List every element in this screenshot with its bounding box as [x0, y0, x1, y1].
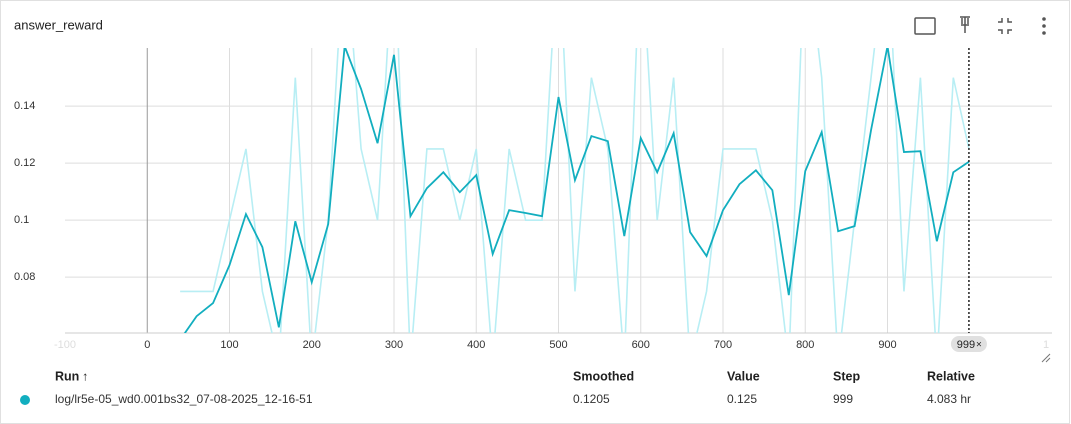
x-tick-label: 100 — [220, 339, 238, 351]
sort-arrow: ↑ — [82, 369, 88, 383]
relative: 4.083 hr — [927, 392, 971, 406]
x-tick-label: 500 — [549, 339, 567, 351]
header-run[interactable]: Run — [55, 369, 79, 383]
smoothed: 0.1205 — [573, 392, 610, 406]
collapse-icon[interactable] — [998, 18, 1012, 34]
x-tick-label: 200 — [303, 339, 321, 351]
toolbar[interactable] — [914, 16, 1012, 35]
x-tick-label: -100 — [54, 339, 76, 351]
y-tick-label: 0.14 — [14, 100, 35, 112]
header-relative[interactable]: Relative — [927, 369, 975, 383]
x-tick-label: 400 — [467, 339, 485, 351]
x-tick-label: 800 — [796, 339, 814, 351]
pin-icon[interactable] — [960, 16, 970, 33]
fit-icon[interactable] — [914, 17, 936, 35]
x-tick-label: 900 — [878, 339, 896, 351]
series-line — [183, 48, 970, 333]
run-name: log/lr5e-05_wd0.001bs32_07-08-2025_12-16… — [55, 392, 313, 406]
menu-icon[interactable] — [1042, 17, 1046, 35]
x-tick-label: 700 — [714, 339, 732, 351]
step: 999 — [833, 392, 853, 406]
header-smoothed[interactable]: Smoothed — [573, 369, 634, 383]
x-tick-label: 300 — [385, 339, 403, 351]
hover-chip — [950, 336, 987, 352]
series-line — [180, 48, 970, 333]
x-tick-label: 1 — [1043, 339, 1049, 351]
axes: 0.08 0.1 0.12 0.14 -100 0 100 200 300 400 500 600 70… — [14, 100, 1049, 351]
plot — [180, 48, 970, 333]
hover-step: 999 — [957, 339, 975, 351]
y-tick-label: 0.12 — [14, 157, 35, 169]
x-tick-label: 600 — [632, 339, 650, 351]
header-step[interactable]: Step — [833, 369, 860, 383]
x-tick-label: 0 — [144, 339, 150, 351]
table: Run ↑ Smoothed Value Step Relative log/l… — [20, 369, 975, 406]
run-color[interactable] — [20, 395, 30, 405]
panel-title: answer_reward — [14, 17, 103, 32]
y-tick-label: 0.08 — [14, 271, 35, 283]
hover-close: × — [976, 340, 982, 351]
value: 0.125 — [727, 392, 757, 406]
header-value[interactable]: Value — [727, 369, 760, 383]
y-tick-label: 0.1 — [14, 214, 29, 226]
resize-handle[interactable] — [1041, 353, 1051, 363]
